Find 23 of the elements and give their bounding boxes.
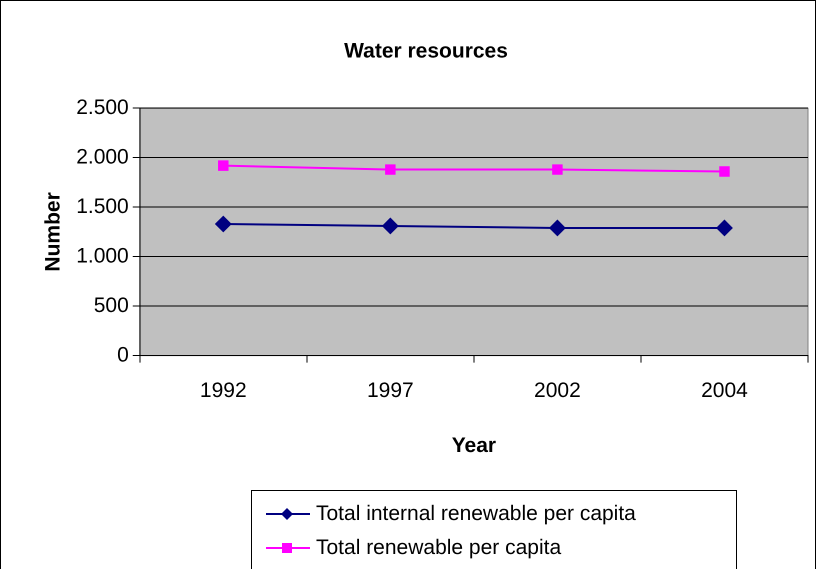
point (719, 166, 730, 177)
x-tick-label: 1992 (200, 378, 247, 402)
point (552, 164, 563, 175)
y-tick-label: 2.000 (76, 145, 129, 168)
y-tick-label: 500 (94, 294, 129, 317)
legend-label: Total internal renewable per capita (316, 502, 636, 526)
y-tick-label: 0 (117, 343, 129, 366)
y-tick-label: 2.500 (76, 96, 129, 119)
x-tick-label: 1997 (366, 378, 414, 402)
x-tick-label: 2002 (534, 378, 581, 402)
legend-label: Total renewable per capita (316, 536, 562, 560)
point (385, 164, 396, 175)
point (215, 216, 232, 232)
chart-title: Water resources (344, 39, 508, 62)
point (382, 218, 398, 234)
y-tick-label: 1.000 (76, 244, 129, 268)
x-tick-label: 2004 (701, 378, 748, 402)
y-axis-title: Number (41, 192, 64, 272)
point (218, 160, 229, 171)
x-axis-title: Year (452, 434, 496, 458)
point (549, 220, 566, 236)
point (716, 220, 732, 236)
y-tick-label: 1.500 (76, 194, 129, 218)
